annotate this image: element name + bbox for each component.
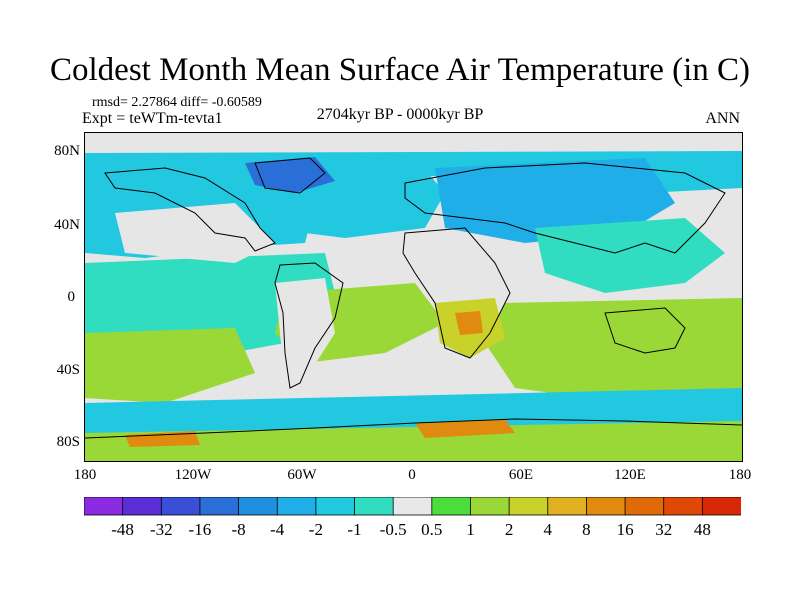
colorbar-swatch <box>238 497 279 516</box>
lon-label-0: 0 <box>408 467 416 483</box>
africa-hot-spot <box>455 311 483 335</box>
colorbar-tick-label: 2 <box>504 520 514 539</box>
colorbar-swatch <box>663 497 704 516</box>
lat-label-0: 0 <box>67 289 76 305</box>
greenland-dark-field <box>245 157 335 193</box>
colorbar-tick-label: 4 <box>543 520 553 539</box>
colorbar-tick-label: 8 <box>582 520 591 539</box>
antarctic-hot-band <box>415 419 515 438</box>
eurasia-coast <box>404 162 726 254</box>
colorbar-tick-label: -0.5 <box>379 520 407 539</box>
colorbar-tick-label: -8 <box>231 520 246 539</box>
colorbar-tick-label: -16 <box>188 520 212 539</box>
colorbar-swatch <box>701 497 741 516</box>
tropical-pacific-neutral <box>115 203 275 263</box>
colorbar-swatch <box>84 497 124 516</box>
lon-label-180w: 180 <box>73 467 97 483</box>
colorbar-swatch <box>276 497 317 516</box>
asia-warm-field <box>535 218 725 293</box>
experiment-label: Expt = teWTm-tevta1 <box>82 110 223 127</box>
lon-label-120e: 120E <box>614 467 646 483</box>
greenland-coast <box>254 157 326 194</box>
colorbar-swatch <box>160 497 201 516</box>
colorbar-tick-label: 1 <box>466 520 475 539</box>
lat-label-80n: 80N <box>54 143 80 159</box>
stats-line: rmsd= 2.27864 diff= -0.60589 <box>92 95 262 110</box>
colorbar-tick-label: 0.5 <box>421 520 443 539</box>
colorbar-swatch <box>315 497 356 516</box>
colorbar-tick-label: 16 <box>616 520 634 539</box>
colorbar-tick-label: -1 <box>347 520 362 539</box>
map-title: Coldest Month Mean Surface Air Temperatu… <box>50 52 750 88</box>
lat-label-40n: 40N <box>54 217 80 233</box>
australia-coast <box>604 307 686 354</box>
lat-label-80s: 80S <box>56 434 80 450</box>
lon-label-180e: 180 <box>728 467 752 483</box>
coastlines <box>85 157 742 439</box>
lat-label-40s: 40S <box>56 362 80 378</box>
antarctica-coast <box>85 418 742 439</box>
africa-coast <box>402 227 511 359</box>
colorbar-swatch <box>392 497 433 516</box>
colorbar-swatch <box>470 497 511 516</box>
period-label: 2704kyr BP - 0000kyr BP <box>316 106 484 123</box>
colorbar-swatch <box>199 497 240 516</box>
south-pacific-warm <box>85 328 255 403</box>
colorbar-swatch <box>624 497 665 516</box>
lon-label-60w: 60W <box>287 467 317 483</box>
lon-label-120w: 120W <box>174 467 212 483</box>
colorbar <box>84 497 741 516</box>
south-america-neutral <box>275 278 335 388</box>
colorbar-swatch <box>547 497 588 516</box>
temperature-anomaly-map <box>85 133 742 461</box>
colorbar-swatch <box>431 497 472 516</box>
colorbar-swatch <box>122 497 163 516</box>
lon-label-60e: 60E <box>508 467 534 483</box>
colorbar-swatch <box>508 497 549 516</box>
west-antarctic-hot <box>125 431 200 447</box>
colorbar-tick-label: -48 <box>111 520 134 539</box>
colorbar-swatch <box>586 497 626 516</box>
colorbar-tick-label: 32 <box>655 520 673 539</box>
colorbar-tick-label: -4 <box>270 520 285 539</box>
north-america-coast <box>104 167 276 252</box>
colorbar-tick-label: -2 <box>308 520 323 539</box>
colorbar-tick-label: -32 <box>149 520 173 539</box>
south-america-coast <box>274 262 344 389</box>
colorbar-swatch <box>354 497 395 516</box>
season-label: ANN <box>705 110 740 127</box>
map-panel <box>84 132 743 462</box>
colorbar-tick-label: 48 <box>693 520 711 539</box>
south-indian-warm <box>485 298 742 403</box>
